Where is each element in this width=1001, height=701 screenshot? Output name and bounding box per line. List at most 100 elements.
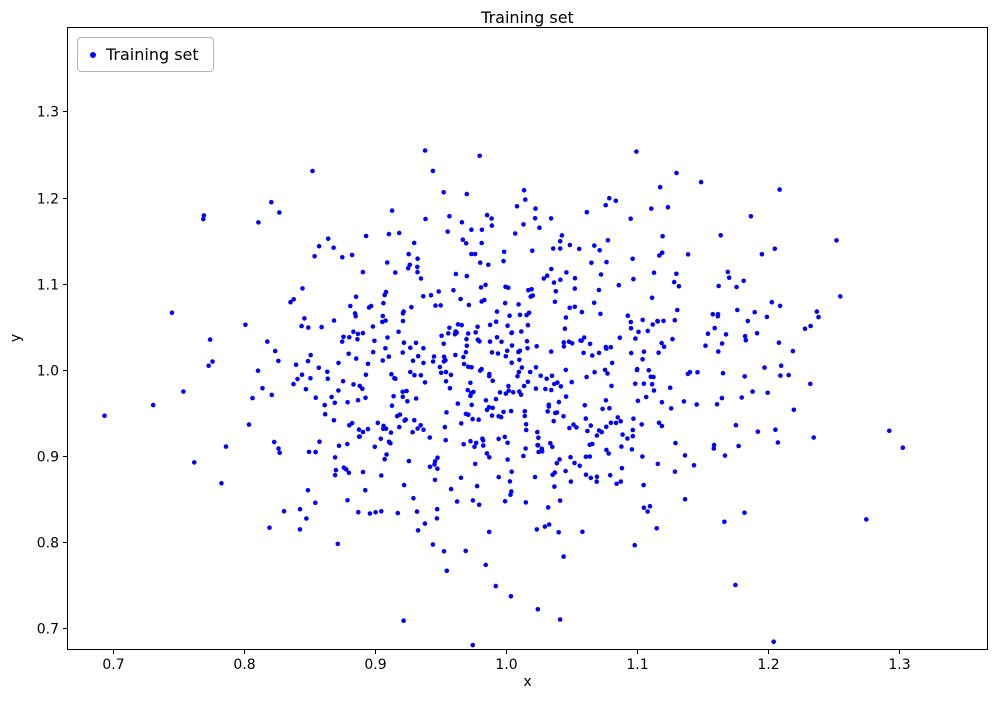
data-point: [406, 458, 412, 464]
data-point: [548, 349, 554, 354]
data-point: [656, 420, 662, 426]
data-point: [383, 289, 389, 295]
data-point: [546, 522, 552, 527]
data-point: [530, 293, 536, 298]
data-point: [388, 430, 394, 435]
data-point: [864, 517, 869, 522]
data-point: [522, 413, 528, 419]
data-point: [441, 341, 447, 347]
data-point: [444, 568, 450, 574]
data-point: [306, 325, 311, 330]
data-point: [599, 429, 604, 435]
data-point: [405, 265, 411, 271]
data-point: [313, 449, 318, 455]
data-point: [201, 213, 207, 218]
data-point: [726, 275, 732, 281]
data-point: [421, 294, 426, 299]
data-point: [331, 418, 337, 423]
data-point: [641, 482, 646, 488]
data-point: [493, 396, 499, 402]
data-point: [646, 368, 652, 373]
data-point: [322, 411, 328, 417]
data-point: [391, 393, 396, 399]
data-point: [353, 356, 359, 361]
data-point: [431, 354, 437, 359]
data-point: [735, 307, 740, 313]
data-point: [604, 424, 609, 430]
data-point: [645, 509, 650, 514]
data-point: [640, 317, 645, 323]
data-point: [306, 449, 312, 455]
data-point: [568, 454, 573, 460]
data-point: [557, 238, 563, 244]
data-point: [393, 651, 398, 656]
data-point: [733, 582, 738, 588]
data-point: [370, 324, 376, 329]
data-point: [661, 344, 667, 350]
data-point: [305, 358, 311, 364]
data-point: [494, 335, 500, 340]
data-point: [630, 433, 636, 439]
data-point: [512, 231, 518, 236]
data-point: [401, 340, 407, 346]
data-point: [484, 407, 490, 413]
data-point: [331, 245, 336, 250]
data-point: [777, 303, 783, 309]
data-point: [418, 373, 424, 378]
data-point: [514, 204, 520, 209]
data-point: [360, 469, 366, 475]
data-point: [705, 331, 711, 337]
data-point: [466, 302, 472, 308]
data-point: [356, 427, 362, 432]
data-point: [472, 461, 478, 467]
data-point: [691, 463, 697, 468]
data-point: [502, 434, 508, 440]
data-point: [786, 372, 791, 378]
data-point: [541, 276, 547, 281]
data-point: [581, 335, 587, 340]
data-point: [346, 351, 352, 357]
data-point: [304, 516, 309, 521]
data-point: [331, 318, 337, 323]
data-point: [503, 354, 509, 359]
data-point: [483, 398, 489, 403]
data-point: [634, 367, 640, 373]
data-point: [563, 468, 568, 474]
data-point: [413, 396, 419, 401]
data-point: [778, 363, 784, 369]
data-point: [628, 216, 633, 221]
x-tick-label: 1.0: [495, 657, 517, 673]
data-point: [489, 223, 495, 228]
data-point: [533, 365, 539, 370]
data-point: [765, 390, 770, 396]
data-point: [580, 529, 585, 535]
data-point: [536, 435, 541, 441]
data-point: [464, 273, 470, 279]
data-point: [544, 273, 550, 279]
data-point: [616, 282, 622, 288]
data-point: [544, 376, 549, 382]
data-point: [618, 419, 623, 424]
data-point: [497, 390, 503, 395]
data-point: [636, 329, 641, 335]
data-point: [481, 443, 486, 448]
data-point: [504, 348, 510, 354]
data-point: [631, 416, 636, 422]
data-point: [322, 402, 328, 408]
data-point: [590, 353, 595, 358]
data-point: [527, 369, 533, 375]
data-point: [357, 383, 363, 389]
data-point: [384, 452, 389, 457]
data-point: [711, 446, 717, 451]
legend-label: Training set: [106, 45, 199, 64]
data-point: [722, 453, 728, 458]
data-point: [900, 445, 906, 451]
data-point: [508, 408, 514, 414]
data-point: [550, 472, 555, 478]
data-point: [553, 289, 559, 294]
data-point: [288, 299, 293, 305]
data-point: [473, 330, 479, 335]
data-point: [563, 367, 569, 373]
data-point: [571, 422, 576, 427]
data-point: [657, 184, 663, 190]
